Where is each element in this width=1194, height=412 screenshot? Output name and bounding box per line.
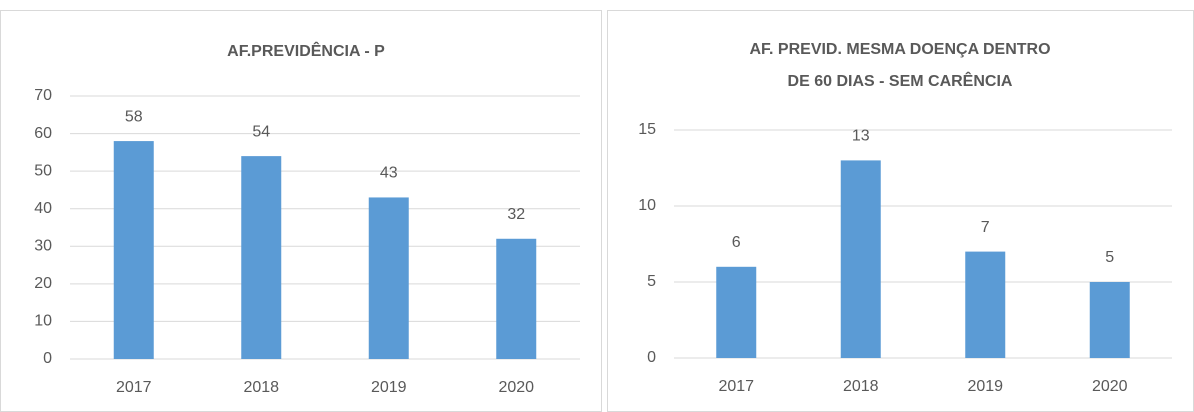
data-label: 54 [252,123,270,140]
y-tick-label: 70 [34,87,52,104]
bar [965,251,1006,358]
x-tick-label: 2017 [116,379,152,396]
bar [241,156,282,359]
bar [496,238,537,359]
y-tick-label: 50 [34,162,52,179]
data-label: 13 [852,128,870,145]
x-tick-label: 2018 [243,379,279,396]
data-label: 7 [981,219,990,236]
y-tick-label: 15 [638,121,656,138]
x-tick-label: 2019 [371,379,407,396]
bar [840,160,881,358]
y-tick-label: 10 [638,197,656,214]
y-tick-label: 40 [34,200,52,217]
data-label: 5 [1105,249,1114,266]
chart-title: DE 60 DIAS - SEM CARÊNCIA [788,71,1013,90]
y-tick-label: 20 [34,275,52,292]
bar [1089,282,1130,358]
data-label: 6 [732,234,741,251]
y-tick-label: 5 [647,273,656,290]
y-tick-label: 30 [34,238,52,255]
data-label: 32 [507,206,525,223]
bar [113,141,154,359]
x-tick-label: 2019 [967,378,1003,395]
data-label: 58 [125,108,143,125]
data-label: 43 [380,165,398,182]
x-tick-label: 2018 [843,378,879,395]
y-tick-label: 0 [647,349,656,366]
y-tick-label: 0 [43,350,52,367]
x-tick-label: 2020 [1092,378,1128,395]
y-tick-label: 60 [34,125,52,142]
x-tick-label: 2020 [498,379,534,396]
y-tick-label: 10 [34,313,52,330]
chart-title: AF.PREVIDÊNCIA - P [227,41,385,60]
x-tick-label: 2017 [718,378,754,395]
chart-title: AF. PREVID. MESMA DOENÇA DENTRO [749,41,1050,58]
bar [368,197,409,359]
bar [716,266,757,358]
